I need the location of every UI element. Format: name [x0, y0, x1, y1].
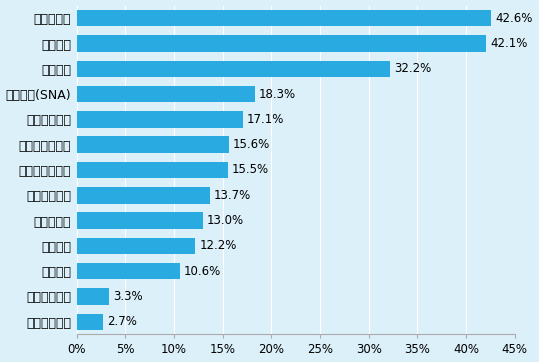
Text: 18.3%: 18.3%: [259, 88, 296, 101]
Text: 12.2%: 12.2%: [199, 239, 237, 252]
Bar: [77, 288, 109, 305]
Text: 2.7%: 2.7%: [107, 315, 137, 328]
Text: 42.1%: 42.1%: [490, 37, 528, 50]
Text: 3.3%: 3.3%: [113, 290, 142, 303]
Text: 32.2%: 32.2%: [394, 62, 431, 75]
Bar: [77, 86, 255, 102]
Text: 13.0%: 13.0%: [207, 214, 244, 227]
Text: 15.5%: 15.5%: [231, 164, 268, 177]
Bar: [77, 212, 203, 229]
Bar: [77, 238, 196, 254]
Text: 42.6%: 42.6%: [495, 12, 533, 25]
Text: 15.6%: 15.6%: [232, 138, 270, 151]
Bar: [77, 136, 229, 153]
Bar: [77, 35, 486, 52]
Bar: [77, 187, 210, 203]
Text: 17.1%: 17.1%: [247, 113, 285, 126]
Bar: [77, 313, 103, 330]
Bar: [77, 111, 243, 128]
Bar: [77, 10, 491, 26]
Bar: [77, 263, 180, 279]
Bar: [77, 60, 390, 77]
Text: 10.6%: 10.6%: [184, 265, 221, 278]
Bar: [77, 162, 227, 178]
Text: 13.7%: 13.7%: [214, 189, 251, 202]
